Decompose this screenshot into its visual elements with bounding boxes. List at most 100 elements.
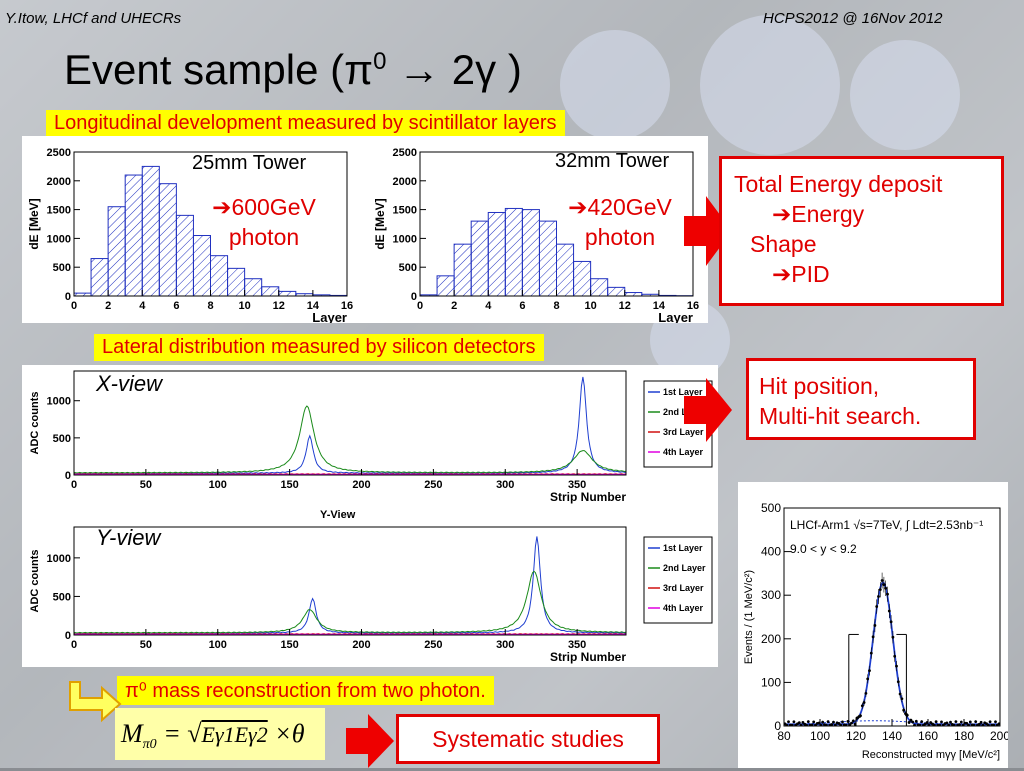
legend-entry: 1st Layer — [663, 543, 703, 553]
y-tick-label: 0 — [65, 470, 71, 482]
data-point — [980, 721, 983, 724]
x-tick-label: 50 — [140, 479, 152, 491]
x-tick-label: 100 — [810, 729, 830, 743]
histogram-bar — [159, 184, 176, 296]
y-tick-label: 200 — [761, 632, 781, 646]
data-point — [893, 655, 896, 658]
data-point — [866, 677, 869, 680]
title-rest: → 2γ ) — [386, 46, 521, 93]
histogram-bar — [471, 221, 488, 296]
histogram-bar — [262, 287, 279, 296]
y-tick-label: 100 — [761, 675, 781, 689]
x-tick-label: 6 — [173, 300, 179, 312]
arrow-right-icon: ➔ — [568, 194, 587, 220]
mass-plot-title2: 9.0 < y < 9.2 — [790, 542, 857, 556]
x-tick-label: 100 — [209, 639, 227, 651]
y-tick-label: 1500 — [47, 205, 71, 217]
x-tick-label: 200 — [352, 639, 370, 651]
legend-entry: 2nd Layer — [663, 563, 706, 573]
red-arrow-icon — [346, 714, 394, 768]
x-tick-label: 50 — [140, 639, 152, 651]
plot-frame — [784, 508, 1000, 726]
x-axis-label: Layer — [658, 310, 693, 323]
mass-caption: π⁰ mass reconstruction from two photon. — [117, 676, 494, 705]
y-tick-label: 500 — [53, 262, 71, 274]
data-point — [994, 720, 997, 723]
x-axis-label: Strip Number — [550, 650, 626, 664]
hit-box-line2: Multi-hit search. — [759, 401, 973, 431]
x-tick-label: 4 — [485, 300, 492, 312]
data-point — [940, 720, 943, 723]
large-energy-value: 420GeV — [587, 194, 671, 220]
x-tick-label: 300 — [496, 639, 514, 651]
y-tick-label: 1000 — [47, 396, 71, 408]
x-tick-label: 0 — [71, 479, 77, 491]
data-point — [798, 721, 801, 724]
y-view-title: Y-View — [320, 509, 355, 521]
y-tick-label: 1500 — [393, 205, 417, 217]
data-point — [899, 693, 902, 696]
x-tick-label: 140 — [882, 729, 902, 743]
data-point — [879, 588, 882, 591]
x-tick-label: 200 — [990, 729, 1008, 743]
y-tick-label: 1000 — [47, 553, 71, 565]
data-point — [841, 720, 844, 723]
data-point — [955, 720, 958, 723]
data-point — [861, 704, 864, 707]
y-tick-label: 2500 — [47, 147, 71, 159]
formula-lhs: M — [121, 719, 143, 748]
large-tower-label: 32mm Tower — [555, 150, 669, 173]
data-point — [793, 720, 796, 723]
data-point — [911, 721, 914, 724]
x-tick-label: 8 — [553, 300, 559, 312]
y-axis-label: ADC counts — [29, 392, 41, 455]
data-point — [886, 593, 889, 596]
x-tick-label: 4 — [139, 300, 146, 312]
large-particle: photon — [585, 224, 655, 250]
energy-box-line4: ➔PID — [734, 259, 1001, 289]
formula-rhs: ×θ — [268, 719, 305, 748]
data-point — [877, 595, 880, 598]
x-tick-label: 2 — [451, 300, 457, 312]
y-tick-label: 0 — [65, 630, 71, 642]
histogram-bar — [437, 276, 454, 296]
histogram-bar — [279, 291, 296, 296]
formula-sub: π0 — [143, 737, 157, 752]
legend-entry: 4th Layer — [663, 603, 704, 613]
histogram-bar — [142, 166, 159, 296]
fit-curve — [784, 583, 1000, 725]
histogram-bar — [488, 212, 505, 296]
legend-entry: 4th Layer — [663, 447, 704, 457]
y-axis-label: dE [MeV] — [27, 198, 41, 249]
y-tick-label: 400 — [761, 545, 781, 559]
systematic-label: Systematic studies — [432, 726, 624, 752]
x-tick-label: 200 — [352, 479, 370, 491]
x-tick-label: 0 — [417, 300, 423, 312]
y-tick-label: 0 — [65, 291, 71, 303]
x-axis-label: Layer — [312, 310, 347, 323]
series-line — [74, 406, 626, 473]
data-point — [832, 721, 835, 724]
data-point — [872, 635, 875, 638]
mass-plot-title1: LHCf-Arm1 √s=7TeV, ∫ Ldt=2.53nb⁻¹ — [790, 518, 983, 532]
x-tick-label: 100 — [209, 479, 227, 491]
y-tick-label: 2000 — [47, 176, 71, 188]
x-tick-label: 160 — [918, 729, 938, 743]
data-point — [901, 697, 904, 700]
title-main: Event sample (π — [64, 46, 373, 93]
x-tick-label: 300 — [496, 479, 514, 491]
small-particle: photon — [229, 224, 299, 250]
data-point — [888, 610, 891, 613]
red-arrow-icon — [684, 378, 732, 442]
series-line — [74, 537, 626, 634]
data-point — [960, 721, 963, 724]
x-axis-label: Reconstructed mγγ [MeV/c²] — [862, 749, 1000, 761]
x-tick-label: 250 — [424, 479, 442, 491]
histogram-bar — [211, 256, 228, 296]
y-tick-label: 1000 — [47, 233, 71, 245]
y-tick-label: 300 — [761, 588, 781, 602]
histogram-bar — [176, 215, 193, 296]
x-tick-label: 180 — [954, 729, 974, 743]
y-tick-label: 500 — [761, 501, 781, 515]
